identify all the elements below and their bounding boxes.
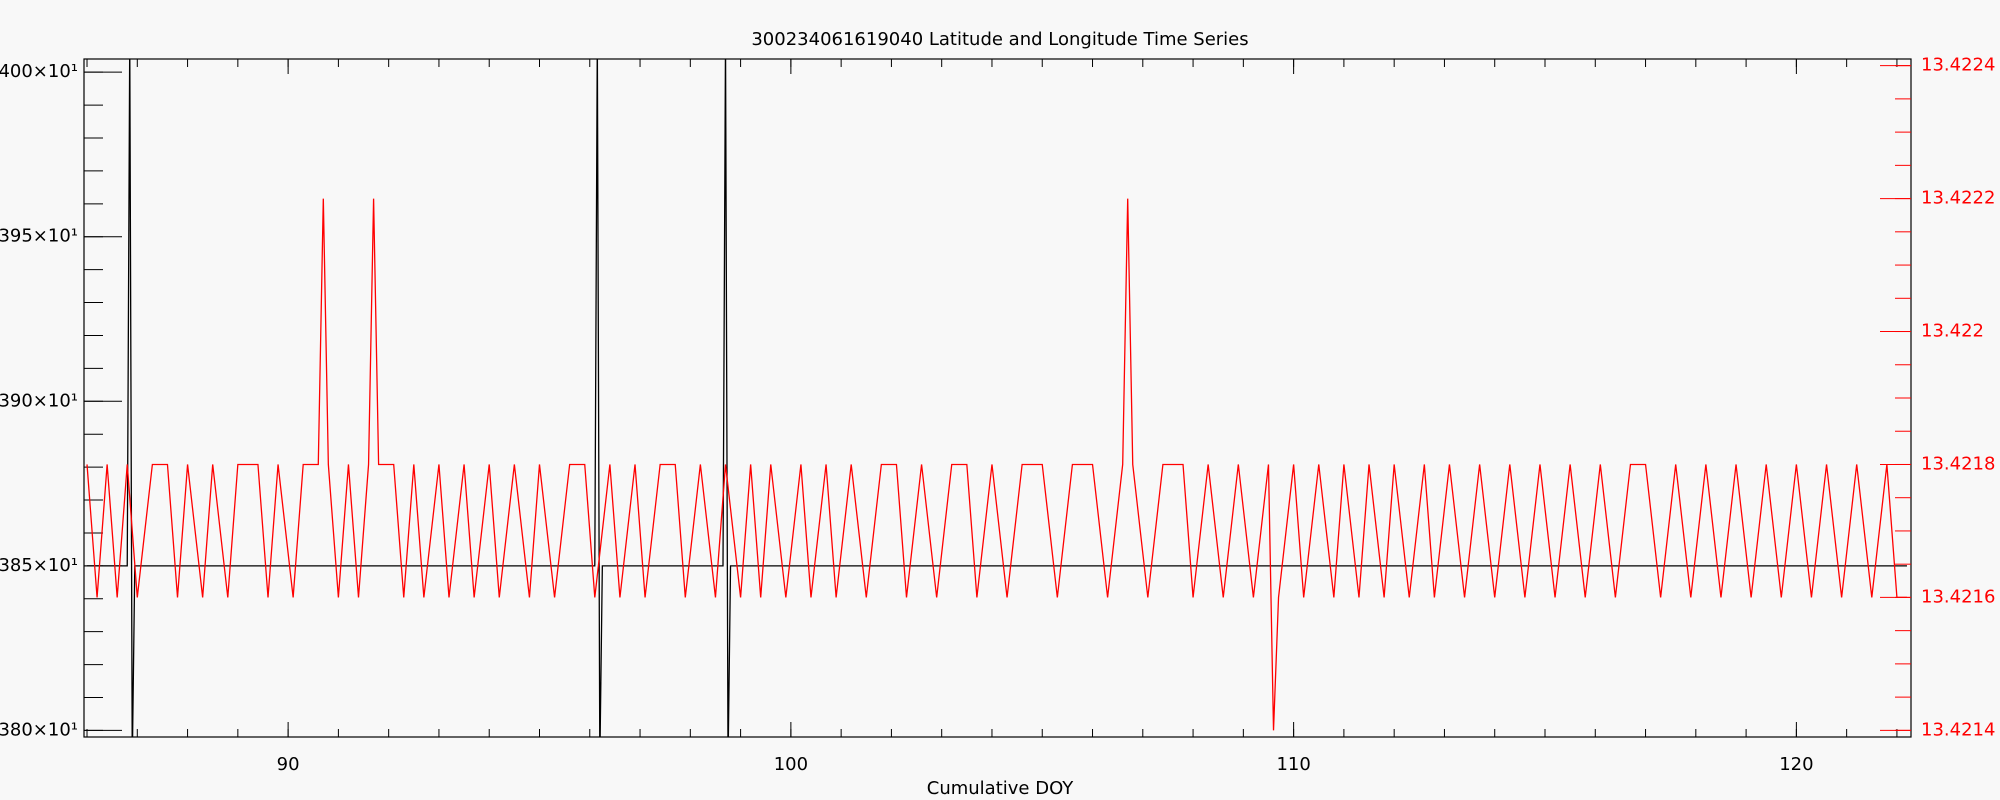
y2-tick-label: 13.4214 (1921, 719, 1995, 740)
y-tick-label: 395×10¹ (0, 226, 78, 247)
series-line (87, 59, 1907, 737)
y-tick-label: 380×10¹ (0, 719, 78, 740)
x-tick-label: 90 (277, 754, 300, 775)
y-tick-label: 400×10¹ (0, 61, 78, 82)
x-tick-label: 100 (774, 754, 808, 775)
y-tick-label: 390×10¹ (0, 390, 78, 411)
y2-tick-label: 13.4218 (1921, 453, 1995, 474)
series-line (86, 198, 1907, 731)
y2-tick-label: 13.4222 (1921, 188, 1995, 209)
plot-area (86, 59, 1907, 737)
y-tick-label: 385×10¹ (0, 555, 78, 576)
y2-tick-label: 13.422 (1921, 321, 1984, 342)
x-axis-label: Cumulative DOY (927, 778, 1075, 799)
y2-tick-label: 13.4224 (1921, 55, 1995, 76)
x-tick-label: 110 (1276, 754, 1310, 775)
x-tick-label: 120 (1779, 754, 1813, 775)
chart-title: 300234061619040 Latitude and Longitude T… (751, 29, 1248, 50)
y2-tick-label: 13.4216 (1921, 586, 1995, 607)
